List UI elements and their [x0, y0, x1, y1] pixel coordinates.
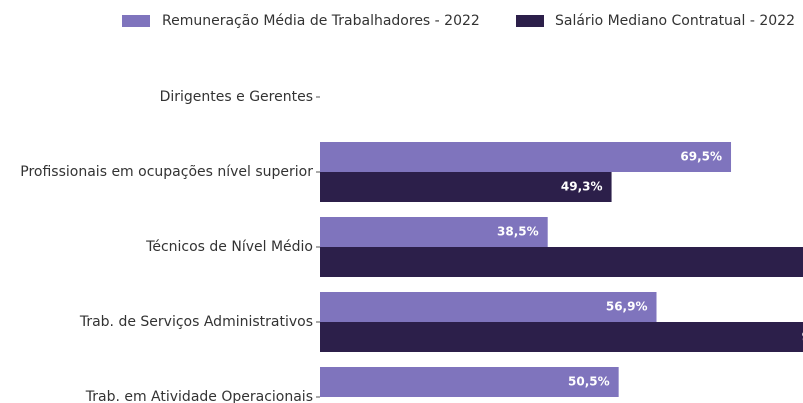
- value-label: 49,3%: [561, 180, 603, 194]
- category-label: Dirigentes e Gerentes: [160, 89, 313, 105]
- category-label: Profissionais em ocupações nível superio…: [20, 164, 313, 180]
- bar: [320, 367, 619, 397]
- legend-label: Remuneração Média de Trabalhadores - 202…: [162, 13, 480, 29]
- category-label: Trab. de Serviços Administrativos: [79, 314, 313, 330]
- legend-swatch: [122, 15, 150, 27]
- bar: [320, 172, 612, 202]
- value-label: 69,5%: [680, 150, 722, 164]
- value-label: 56,9%: [606, 300, 648, 314]
- legend-swatch: [516, 15, 544, 27]
- bar: [320, 142, 732, 172]
- category-label: Técnicos de Nível Médio: [145, 239, 313, 255]
- bar: [320, 217, 548, 247]
- value-label: 90,0%: [802, 330, 803, 344]
- bar: [320, 247, 803, 277]
- category-label: Trab. em Atividade Operacionais: [85, 389, 313, 403]
- bar: [320, 292, 657, 322]
- bar: [320, 322, 803, 352]
- value-label: 38,5%: [497, 225, 539, 239]
- value-label: 50,5%: [568, 375, 610, 389]
- legend-label: Salário Mediano Contratual - 2022: [555, 13, 795, 29]
